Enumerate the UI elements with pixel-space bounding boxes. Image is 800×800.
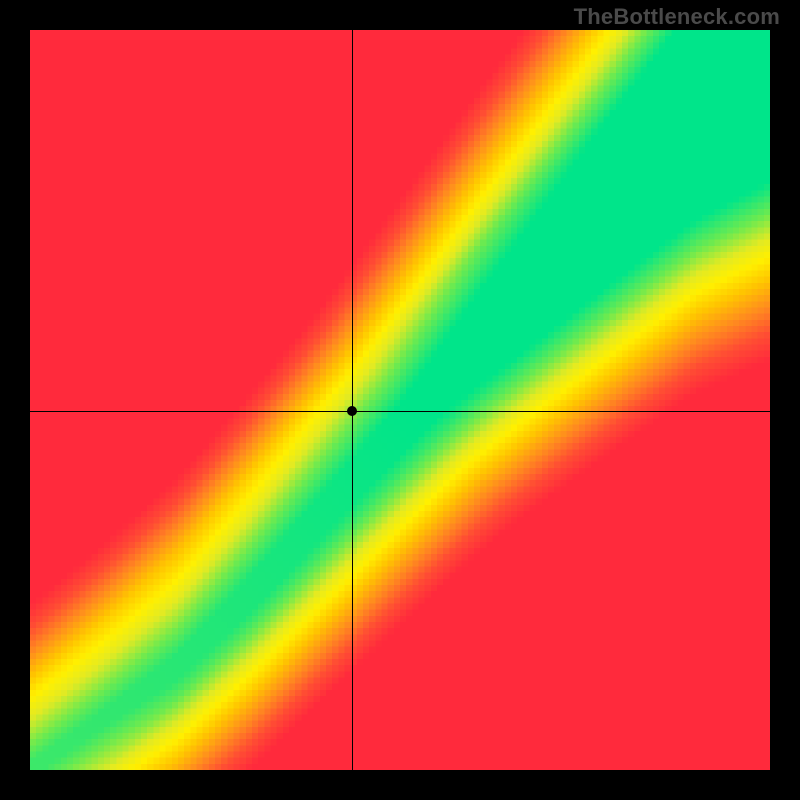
plot-area — [30, 30, 770, 770]
heatmap-canvas — [30, 30, 770, 770]
crosshair-vertical — [352, 30, 353, 770]
watermark-text: TheBottleneck.com — [574, 4, 780, 30]
crosshair-horizontal — [30, 411, 770, 412]
crosshair-marker — [347, 406, 357, 416]
